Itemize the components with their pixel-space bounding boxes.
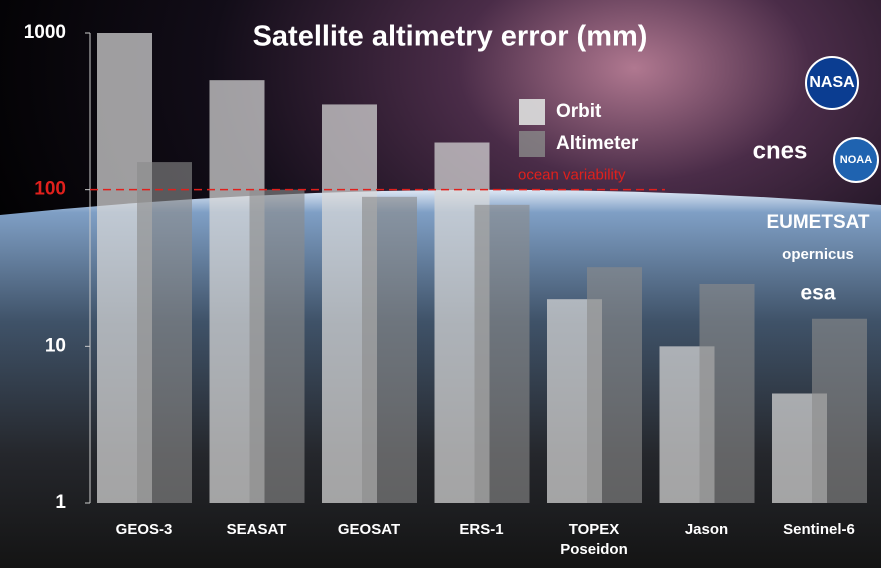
y-tick-label: 10 <box>45 335 66 356</box>
altimeter-bar <box>250 190 305 503</box>
logo-text: EUMETSAT <box>766 212 869 233</box>
altimeter-bar <box>137 162 192 503</box>
logo-text: opernicus <box>782 246 854 263</box>
legend-label: Altimeter <box>556 133 639 154</box>
chart: Satellite altimetry error (mm) 1 10 100 100… <box>0 0 881 568</box>
x-tick-label: GEOS-3 <box>89 520 199 540</box>
page: Satellite altimetry error (mm) 1 10 100 100… <box>0 0 881 568</box>
altimeter-bar <box>362 197 417 503</box>
logo-text: cnes <box>753 137 808 164</box>
x-tick-label: TOPEX Poseidon <box>539 520 649 560</box>
logo-text: esa <box>800 282 835 305</box>
legend-label: Orbit <box>556 101 602 122</box>
altimeter-bar <box>812 319 867 503</box>
x-tick-label: SEASAT <box>202 520 312 540</box>
x-tick-label: Jason <box>652 520 762 540</box>
y-tick-label: 1 <box>55 492 66 513</box>
x-tick-label: ERS-1 <box>427 520 537 540</box>
legend-swatch <box>519 99 545 125</box>
altimeter-bar <box>475 205 530 503</box>
reference-label: ocean variability <box>518 167 626 184</box>
altimeter-bar <box>700 284 755 503</box>
logo-text: NOAA <box>840 154 872 166</box>
y-tick-label: 100 <box>34 179 66 200</box>
chart-title: Satellite altimetry error (mm) <box>253 21 648 53</box>
x-tick-label: GEOSAT <box>314 520 424 540</box>
legend-swatch <box>519 131 545 157</box>
y-tick-label: 1000 <box>24 22 66 43</box>
logo-text: NASA <box>809 74 855 91</box>
altimeter-bar <box>587 267 642 503</box>
x-tick-label: Sentinel-6 <box>759 520 879 540</box>
